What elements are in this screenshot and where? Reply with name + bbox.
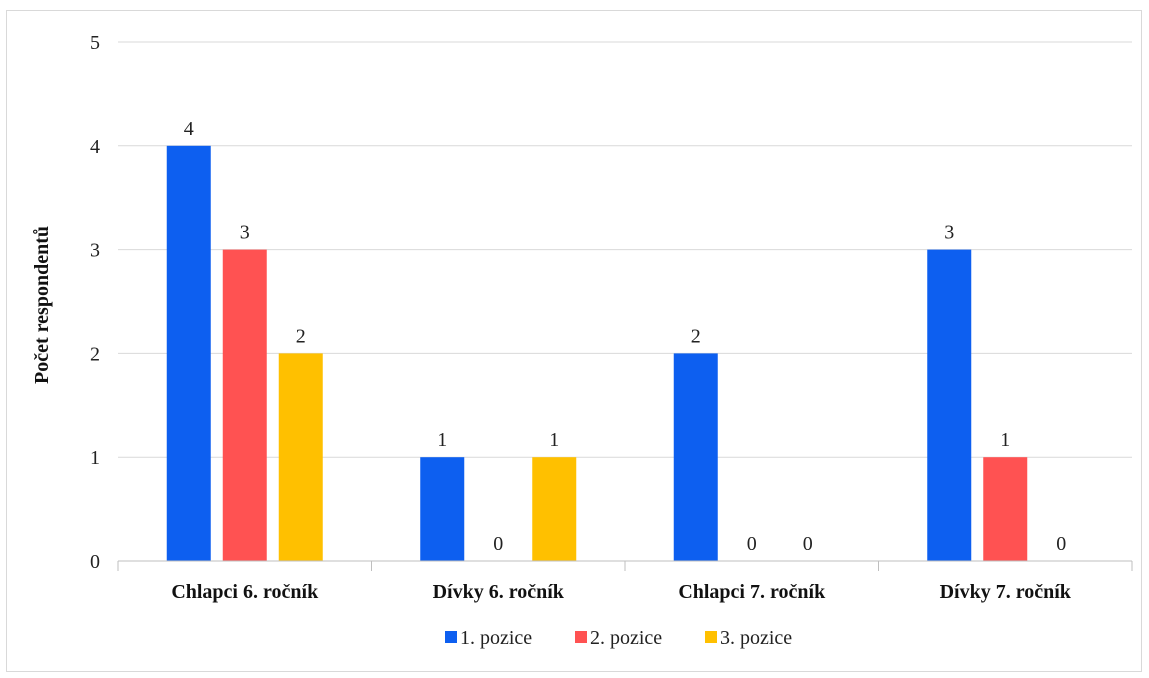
bar xyxy=(927,249,972,561)
y-axis-title: Počet respondentů xyxy=(31,226,53,384)
x-category-label: Chlapci 7. ročník xyxy=(678,581,826,603)
legend-label: 2. pozice xyxy=(590,627,662,649)
data-label: 1 xyxy=(437,429,447,451)
bar xyxy=(166,145,211,562)
legend: 1. pozice 2. pozice 3. pozice xyxy=(445,627,792,649)
y-tick-label: 1 xyxy=(90,447,100,469)
data-label: 0 xyxy=(747,533,757,555)
data-label: 1 xyxy=(1000,429,1010,451)
data-label: 4 xyxy=(184,118,194,140)
x-category-label: Dívky 6. ročník xyxy=(433,581,565,603)
data-label: 2 xyxy=(691,325,701,347)
y-tick-label: 5 xyxy=(90,32,100,54)
y-tick-label: 4 xyxy=(90,136,100,158)
data-label: 0 xyxy=(803,533,813,555)
x-category-label: Chlapci 6. ročník xyxy=(171,581,319,603)
x-category-label: Dívky 7. ročník xyxy=(940,581,1072,603)
bar xyxy=(420,457,465,561)
gridlines xyxy=(118,41,1132,562)
bar xyxy=(532,457,577,561)
bar xyxy=(673,353,718,561)
axes: 0 1 2 3 4 5 Chlapci 6. ročník Dívky 6. ročník Ch… xyxy=(90,32,1133,603)
bar xyxy=(983,457,1028,561)
data-label: 0 xyxy=(493,533,503,555)
data-label: 0 xyxy=(1056,533,1066,555)
y-tick-label: 2 xyxy=(90,343,100,365)
data-label: 3 xyxy=(944,222,954,244)
legend-swatch xyxy=(575,631,587,643)
legend-swatch xyxy=(705,631,717,643)
y-tick-label: 0 xyxy=(90,551,100,573)
data-label: 2 xyxy=(296,325,306,347)
legend-swatch xyxy=(445,631,457,643)
bars xyxy=(166,145,1028,562)
bar xyxy=(278,353,323,561)
legend-label: 3. pozice xyxy=(720,627,792,649)
data-label: 3 xyxy=(240,222,250,244)
bar xyxy=(222,249,267,561)
y-tick-label: 3 xyxy=(90,240,100,262)
legend-label: 1. pozice xyxy=(460,627,532,649)
data-labels: 4 3 2 1 0 1 2 0 0 3 1 0 xyxy=(184,118,1067,555)
data-label: 1 xyxy=(549,429,559,451)
